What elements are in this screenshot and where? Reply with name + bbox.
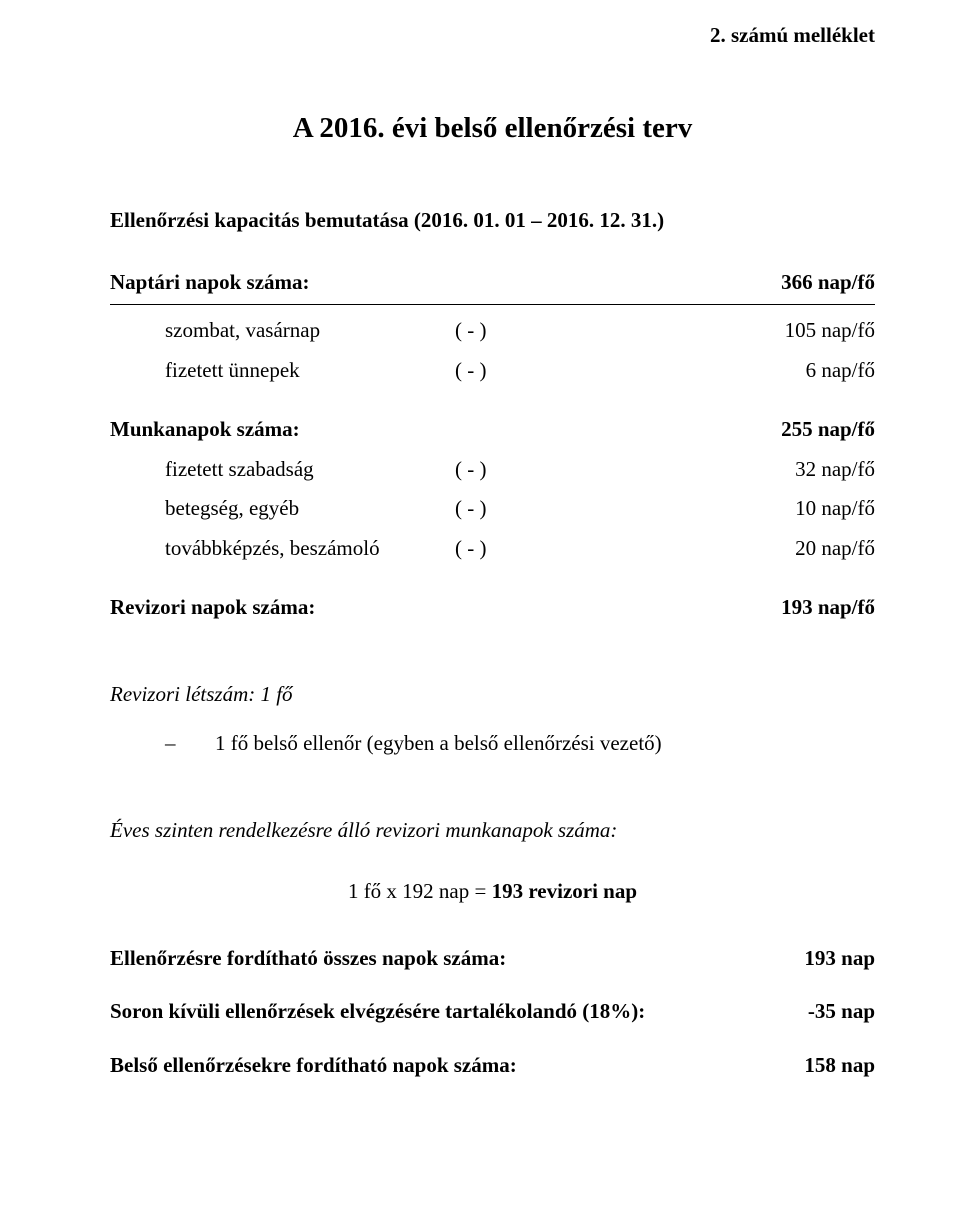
calendar-item-label: fizetett ünnepek: [165, 355, 455, 387]
document-title: A 2016. évi belső ellenőrzési terv: [110, 107, 875, 151]
headcount-item-text: 1 fő belső ellenőr (egyben a belső ellen…: [215, 728, 662, 760]
workdays-item-mid: ( - ): [455, 533, 575, 565]
calendar-item-label: szombat, vasárnap: [165, 315, 455, 347]
calendar-item-value: 105 nap/fő: [575, 315, 875, 347]
auditor-days-row: Revizori napok száma: 193 nap/fő: [110, 592, 875, 624]
workdays-item-value: 10 nap/fő: [575, 493, 875, 525]
workdays-value: 255 nap/fő: [781, 414, 875, 446]
workdays-label: Munkanapok száma:: [110, 414, 300, 446]
headcount-item-row: – 1 fő belső ellenőr (egyben a belső ell…: [110, 728, 875, 760]
auditor-days-label: Revizori napok száma:: [110, 592, 315, 624]
workdays-item-row: betegség, egyéb ( - ) 10 nap/fő: [110, 493, 875, 525]
calendar-days-label: Naptári napok száma:: [110, 267, 310, 299]
workdays-item-mid: ( - ): [455, 454, 575, 486]
annual-calc-result: 193 revizori nap: [492, 879, 637, 903]
page-header-right: 2. számú melléklet: [110, 20, 875, 52]
summary-row: Soron kívüli ellenőrzések elvégzésére ta…: [110, 996, 875, 1028]
workdays-item-row: továbbképzés, beszámoló ( - ) 20 nap/fő: [110, 533, 875, 565]
summary-label: Soron kívüli ellenőrzések elvégzésére ta…: [110, 996, 645, 1028]
workdays-item-value: 32 nap/fő: [575, 454, 875, 486]
summary-value: 193 nap: [804, 943, 875, 975]
summary-value: 158 nap: [804, 1050, 875, 1082]
summary-row: Belső ellenőrzésekre fordítható napok sz…: [110, 1050, 875, 1082]
summary-value: -35 nap: [808, 996, 875, 1028]
list-dash-icon: –: [165, 728, 215, 760]
headcount-title: Revizori létszám: 1 fő: [110, 679, 875, 711]
calendar-item-row: fizetett ünnepek ( - ) 6 nap/fő: [110, 355, 875, 387]
annual-calc-prefix: 1 fő x 192 nap =: [348, 879, 492, 903]
capacity-subtitle: Ellenőrzési kapacitás bemutatása (2016. …: [110, 205, 875, 237]
summary-row: Ellenőrzésre fordítható összes napok szá…: [110, 943, 875, 975]
auditor-days-value: 193 nap/fő: [781, 592, 875, 624]
summary-label: Ellenőrzésre fordítható összes napok szá…: [110, 943, 506, 975]
workdays-item-mid: ( - ): [455, 493, 575, 525]
workdays-item-row: fizetett szabadság ( - ) 32 nap/fő: [110, 454, 875, 486]
calendar-item-mid: ( - ): [455, 355, 575, 387]
calendar-item-value: 6 nap/fő: [575, 355, 875, 387]
workdays-item-value: 20 nap/fő: [575, 533, 875, 565]
workdays-item-label: fizetett szabadság: [165, 454, 455, 486]
annual-calc: 1 fő x 192 nap = 193 revizori nap: [110, 876, 875, 908]
calendar-days-row: Naptári napok száma: 366 nap/fő: [110, 267, 875, 306]
calendar-item-mid: ( - ): [455, 315, 575, 347]
calendar-item-row: szombat, vasárnap ( - ) 105 nap/fő: [110, 315, 875, 347]
workdays-item-label: továbbképzés, beszámoló: [165, 533, 455, 565]
workdays-item-label: betegség, egyéb: [165, 493, 455, 525]
workdays-row: Munkanapok száma: 255 nap/fő: [110, 414, 875, 446]
calendar-days-value: 366 nap/fő: [781, 267, 875, 299]
summary-label: Belső ellenőrzésekre fordítható napok sz…: [110, 1050, 517, 1082]
annual-title: Éves szinten rendelkezésre álló revizori…: [110, 815, 875, 847]
